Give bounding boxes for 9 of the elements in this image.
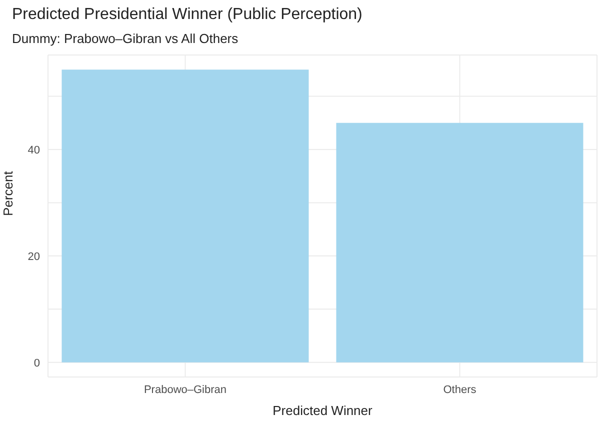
y-tick-label: 40 xyxy=(28,144,40,156)
y-axis-title: Percent xyxy=(0,170,16,216)
y-tick-label: 20 xyxy=(28,250,40,263)
x-tick-label: Others xyxy=(443,384,477,396)
chart-title: Predicted Presidential Winner (Public Perception) xyxy=(12,6,362,24)
chart-subtitle: Dummy: Prabowo–Gibran vs All Others xyxy=(12,31,238,46)
x-tick-label: Prabowo–Gibran xyxy=(144,384,227,396)
y-tick-label: 0 xyxy=(34,357,40,370)
x-axis-title: Predicted Winner xyxy=(272,403,374,418)
